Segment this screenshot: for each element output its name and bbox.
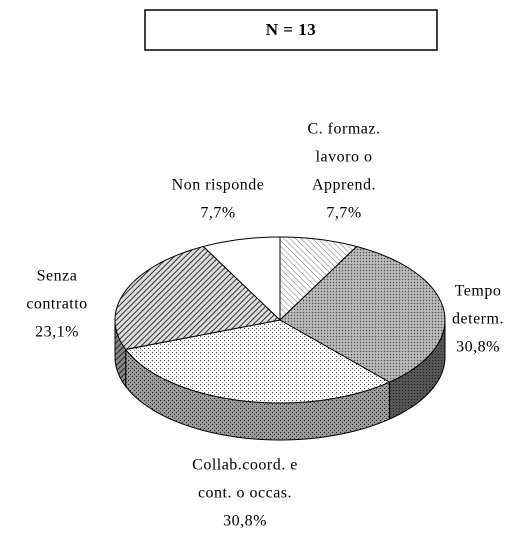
chart-title: N = 13 bbox=[266, 20, 316, 39]
value-label: 23,1% bbox=[35, 324, 79, 341]
category-label: lavoro o bbox=[316, 149, 373, 166]
category-label: cont. o occas. bbox=[198, 485, 292, 502]
category-label: Apprend. bbox=[312, 177, 376, 194]
title-box bbox=[144, 9, 438, 51]
pie-slice bbox=[114, 245, 282, 350]
category-label: Tempo bbox=[455, 283, 502, 300]
value-label: 30,8% bbox=[223, 513, 267, 530]
pie-slice bbox=[124, 319, 391, 404]
value-label: 30,8% bbox=[456, 339, 500, 356]
category-label: C. formaz. bbox=[308, 121, 381, 138]
category-label: Collab.coord. e bbox=[192, 457, 298, 474]
category-label: contratto bbox=[26, 296, 87, 313]
value-label: 7,7% bbox=[200, 205, 235, 222]
category-label: Senza bbox=[37, 268, 78, 285]
pie-slice bbox=[279, 236, 358, 322]
category-label: determ. bbox=[452, 311, 504, 328]
pie-slice bbox=[279, 245, 446, 383]
category-label: Non risponde bbox=[172, 177, 265, 194]
value-label: 7,7% bbox=[326, 205, 361, 222]
pie-slice bbox=[202, 236, 281, 322]
